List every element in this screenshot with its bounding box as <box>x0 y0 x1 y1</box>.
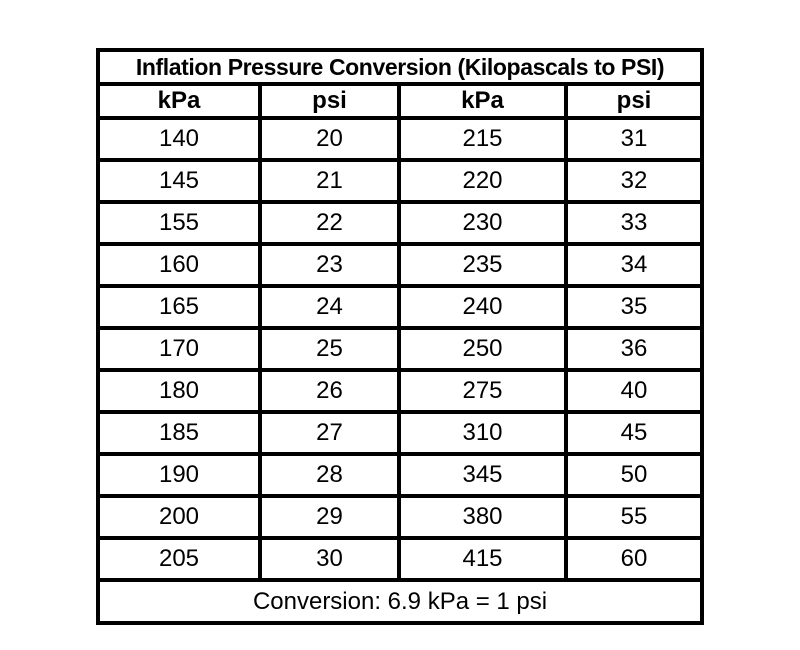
cell-kpa: 310 <box>397 410 568 456</box>
header-psi-left: psi <box>258 82 401 120</box>
table-row: 170 25 250 36 <box>96 326 705 372</box>
table-row: 200 29 380 55 <box>96 494 705 540</box>
pressure-conversion-table: Inflation Pressure Conversion (Kilopasca… <box>95 48 705 625</box>
table-row: 190 28 345 50 <box>96 452 705 498</box>
table-header-row: kPa psi kPa psi <box>96 82 705 120</box>
cell-psi: 60 <box>563 536 705 582</box>
cell-psi: 50 <box>563 452 705 498</box>
conversion-note: Conversion: 6.9 kPa = 1 psi <box>95 578 705 625</box>
cell-kpa: 165 <box>96 284 262 330</box>
cell-kpa: 230 <box>397 200 568 246</box>
table-row: 145 21 220 32 <box>96 158 705 204</box>
cell-kpa: 215 <box>397 116 568 162</box>
cell-psi: 26 <box>258 368 401 414</box>
cell-kpa: 380 <box>397 494 568 540</box>
cell-kpa: 205 <box>96 536 262 582</box>
table-row: 155 22 230 33 <box>96 200 705 246</box>
cell-kpa: 240 <box>397 284 568 330</box>
cell-psi: 30 <box>258 536 401 582</box>
table-footer-row: Conversion: 6.9 kPa = 1 psi <box>95 578 705 625</box>
table-row: 205 30 415 60 <box>96 536 705 582</box>
cell-psi: 45 <box>563 410 705 456</box>
cell-kpa: 250 <box>397 326 568 372</box>
header-kpa-right: kPa <box>397 82 568 120</box>
cell-kpa: 145 <box>96 158 262 204</box>
cell-kpa: 415 <box>397 536 568 582</box>
table-row: 165 24 240 35 <box>96 284 705 330</box>
table-row: 160 23 235 34 <box>96 242 705 288</box>
cell-kpa: 180 <box>96 368 262 414</box>
cell-psi: 25 <box>258 326 401 372</box>
cell-kpa: 170 <box>96 326 262 372</box>
cell-psi: 31 <box>563 116 705 162</box>
header-psi-right: psi <box>563 82 705 120</box>
cell-kpa: 185 <box>96 410 262 456</box>
cell-kpa: 155 <box>96 200 262 246</box>
cell-kpa: 345 <box>397 452 568 498</box>
cell-psi: 32 <box>563 158 705 204</box>
cell-kpa: 275 <box>397 368 568 414</box>
cell-psi: 21 <box>258 158 401 204</box>
table-row: 180 26 275 40 <box>96 368 705 414</box>
cell-psi: 23 <box>258 242 401 288</box>
table-title-row: Inflation Pressure Conversion (Kilopasca… <box>95 48 705 86</box>
cell-kpa: 235 <box>397 242 568 288</box>
table-title: Inflation Pressure Conversion (Kilopasca… <box>95 48 705 86</box>
cell-psi: 29 <box>258 494 401 540</box>
table-row: 185 27 310 45 <box>96 410 705 456</box>
cell-psi: 24 <box>258 284 401 330</box>
cell-kpa: 190 <box>96 452 262 498</box>
cell-kpa: 200 <box>96 494 262 540</box>
cell-psi: 33 <box>563 200 705 246</box>
cell-psi: 34 <box>563 242 705 288</box>
cell-psi: 36 <box>563 326 705 372</box>
cell-psi: 27 <box>258 410 401 456</box>
cell-psi: 55 <box>563 494 705 540</box>
table-row: 140 20 215 31 <box>96 116 705 162</box>
header-kpa-left: kPa <box>96 82 262 120</box>
cell-psi: 20 <box>258 116 401 162</box>
cell-kpa: 220 <box>397 158 568 204</box>
cell-kpa: 140 <box>96 116 262 162</box>
cell-kpa: 160 <box>96 242 262 288</box>
cell-psi: 35 <box>563 284 705 330</box>
cell-psi: 28 <box>258 452 401 498</box>
cell-psi: 22 <box>258 200 401 246</box>
cell-psi: 40 <box>563 368 705 414</box>
